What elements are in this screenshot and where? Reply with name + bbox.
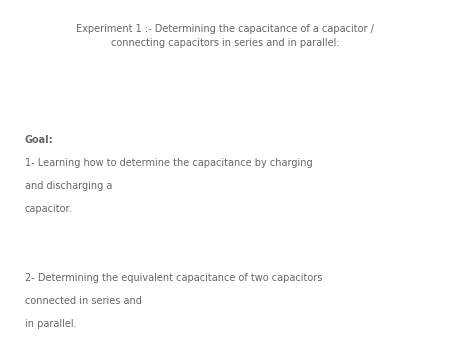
Text: capacitor.: capacitor. [25,204,72,214]
Text: connected in series and: connected in series and [25,296,142,306]
Text: 1- Learning how to determine the capacitance by charging: 1- Learning how to determine the capacit… [25,158,312,168]
Text: Goal:: Goal: [25,135,54,145]
Text: Experiment 1 :- Determining the capacitance of a capacitor /
connecting capacito: Experiment 1 :- Determining the capacita… [76,24,374,48]
Text: and discharging a: and discharging a [25,181,112,191]
Text: in parallel.: in parallel. [25,319,76,329]
Text: 2- Determining the equivalent capacitance of two capacitors: 2- Determining the equivalent capacitanc… [25,273,322,283]
